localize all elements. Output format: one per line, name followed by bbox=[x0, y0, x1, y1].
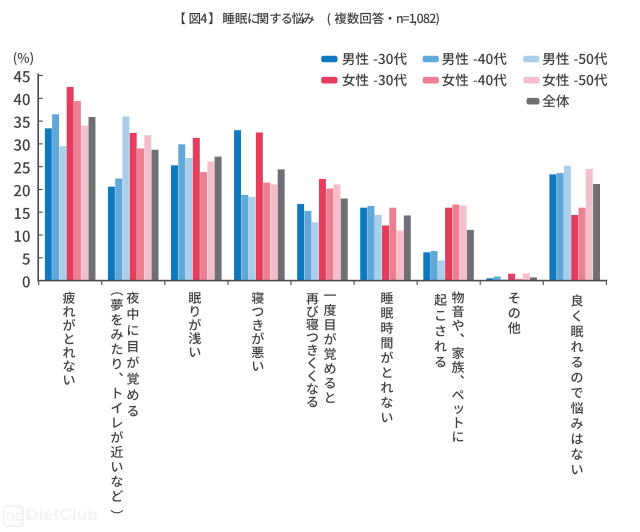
svg-text:DC: DC bbox=[6, 510, 24, 524]
